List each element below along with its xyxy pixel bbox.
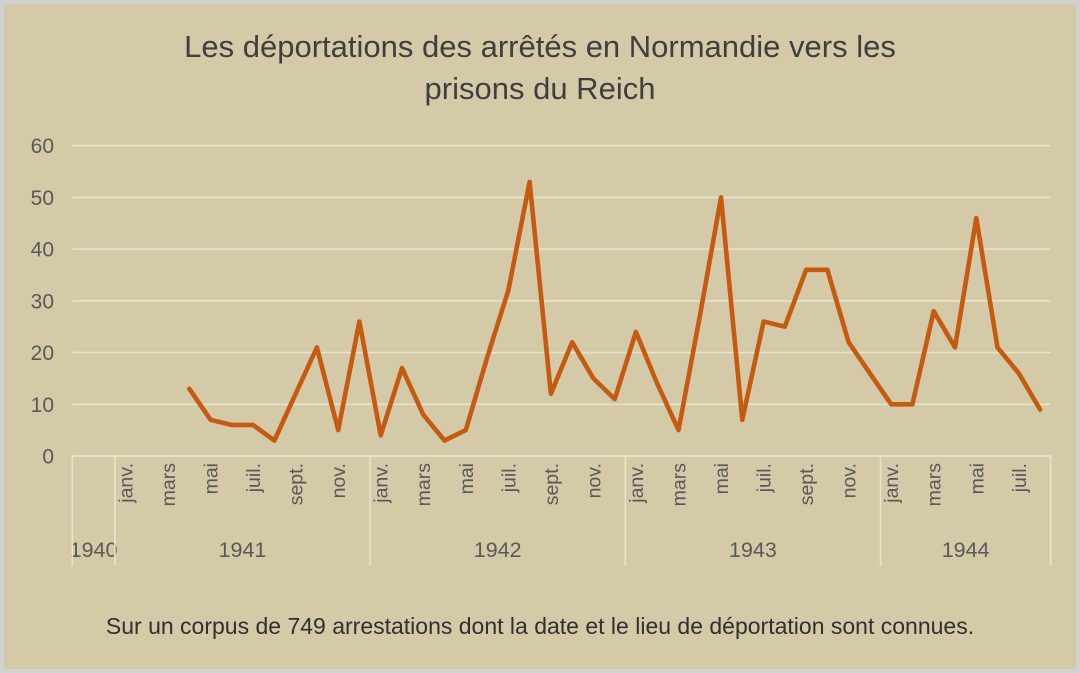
x-tick-month-label: mars: [158, 463, 180, 507]
deportations-series-line: [187, 179, 1043, 443]
x-tick-month-label: nov.: [839, 463, 861, 498]
x-tick-month-label: nov.: [583, 463, 605, 498]
x-tick-month-label: juil.: [498, 463, 520, 493]
chart-title-line1: Les déportations des arrêtés en Normandi…: [184, 29, 896, 64]
x-tick-month-label: janv.: [881, 463, 903, 504]
x-tick-month-label: mars: [668, 463, 690, 507]
x-tick-year-label: 1943: [729, 538, 777, 562]
x-tick-month-label: mai: [201, 463, 223, 494]
x-tick-month-label: mai: [966, 463, 988, 494]
y-tick-label: 50: [31, 187, 54, 210]
x-tick-year-label: 1944: [942, 538, 990, 562]
y-tick-label: 0: [42, 446, 54, 469]
x-tick-month-label: janv.: [626, 463, 648, 504]
y-tick-label: 10: [31, 394, 54, 417]
chart-title-line2: prisons du Reich: [424, 71, 656, 106]
x-tick-year-label: 1940: [70, 538, 118, 562]
x-tick-year-label: 1942: [474, 538, 522, 562]
y-tick-label: 40: [31, 239, 54, 262]
x-tick-month-label: sept.: [796, 463, 818, 505]
x-tick-month-label: juil.: [243, 463, 265, 493]
x-tick-month-label: janv.: [371, 463, 393, 504]
x-tick-month-label: janv.: [115, 463, 137, 504]
x-tick-month-label: mars: [924, 463, 946, 507]
x-tick-month-label: sept.: [541, 463, 563, 505]
x-tick-month-label: mai: [711, 463, 733, 494]
x-tick-month-label: sept.: [286, 463, 308, 505]
x-tick-month-label: juil.: [754, 463, 776, 493]
y-tick-label: 60: [31, 135, 54, 158]
y-tick-label: 30: [31, 290, 54, 313]
x-tick-month-label: mars: [413, 463, 435, 507]
x-tick-month-label: mai: [456, 463, 478, 494]
y-tick-label: 20: [31, 342, 54, 365]
x-tick-year-label: 1941: [219, 538, 267, 562]
chart-footnote: Sur un corpus de 749 arrestations dont l…: [105, 613, 975, 639]
chart-title: Les déportations des arrêtés en Normandi…: [4, 26, 1076, 110]
x-tick-month-label: juil.: [1009, 463, 1031, 493]
x-tick-month-label: nov.: [328, 463, 350, 498]
